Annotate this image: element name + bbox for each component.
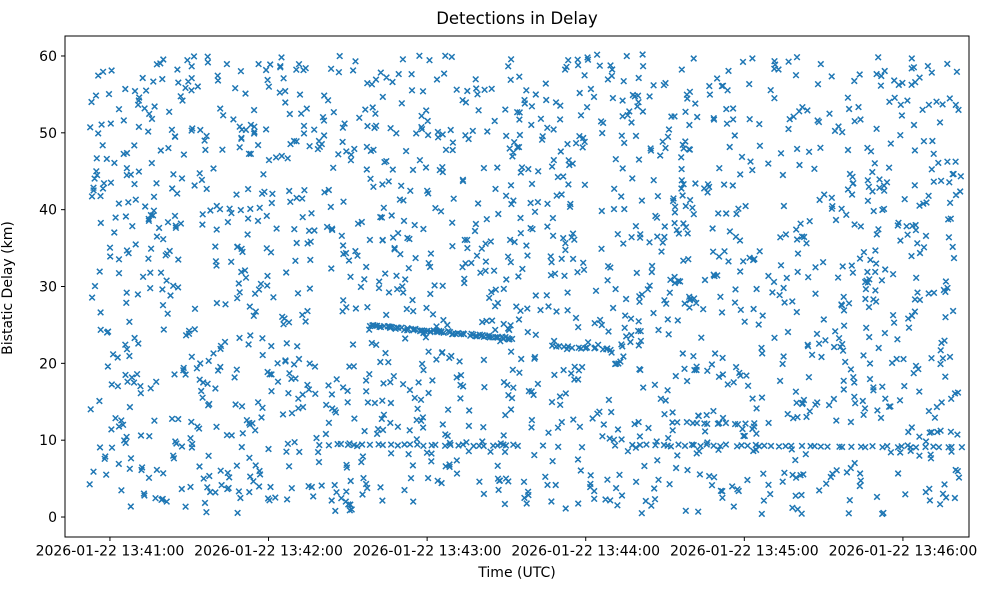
y-tick-label: 60 [39,49,57,65]
x-tick-label: 2026-01-22 13:45:00 [670,544,819,560]
scatter-points [86,51,966,518]
y-tick-label: 30 [39,280,57,296]
y-tick-label: 10 [39,433,57,449]
y-tick-label: 40 [39,203,57,219]
x-axis-ticks: 2026-01-22 13:41:00 2026-01-22 13:42:00 20… [36,537,978,560]
x-tick-label: 2026-01-22 13:46:00 [829,544,978,560]
x-tick-label: 2026-01-22 13:43:00 [353,544,502,560]
chart-title: Detections in Delay [436,9,598,28]
x-tick-label: 2026-01-22 13:44:00 [511,544,660,560]
x-tick-label: 2026-01-22 13:42:00 [194,544,343,560]
x-tick-label: 2026-01-22 13:41:00 [36,544,185,560]
y-axis-label: Bistatic Delay (km) [0,221,16,355]
y-axis-ticks: 0 10 20 30 40 50 60 [39,49,65,526]
y-tick-label: 50 [39,126,57,142]
y-tick-label: 20 [39,356,57,372]
x-axis-label: Time (UTC) [478,565,556,581]
y-tick-label: 0 [48,510,57,526]
